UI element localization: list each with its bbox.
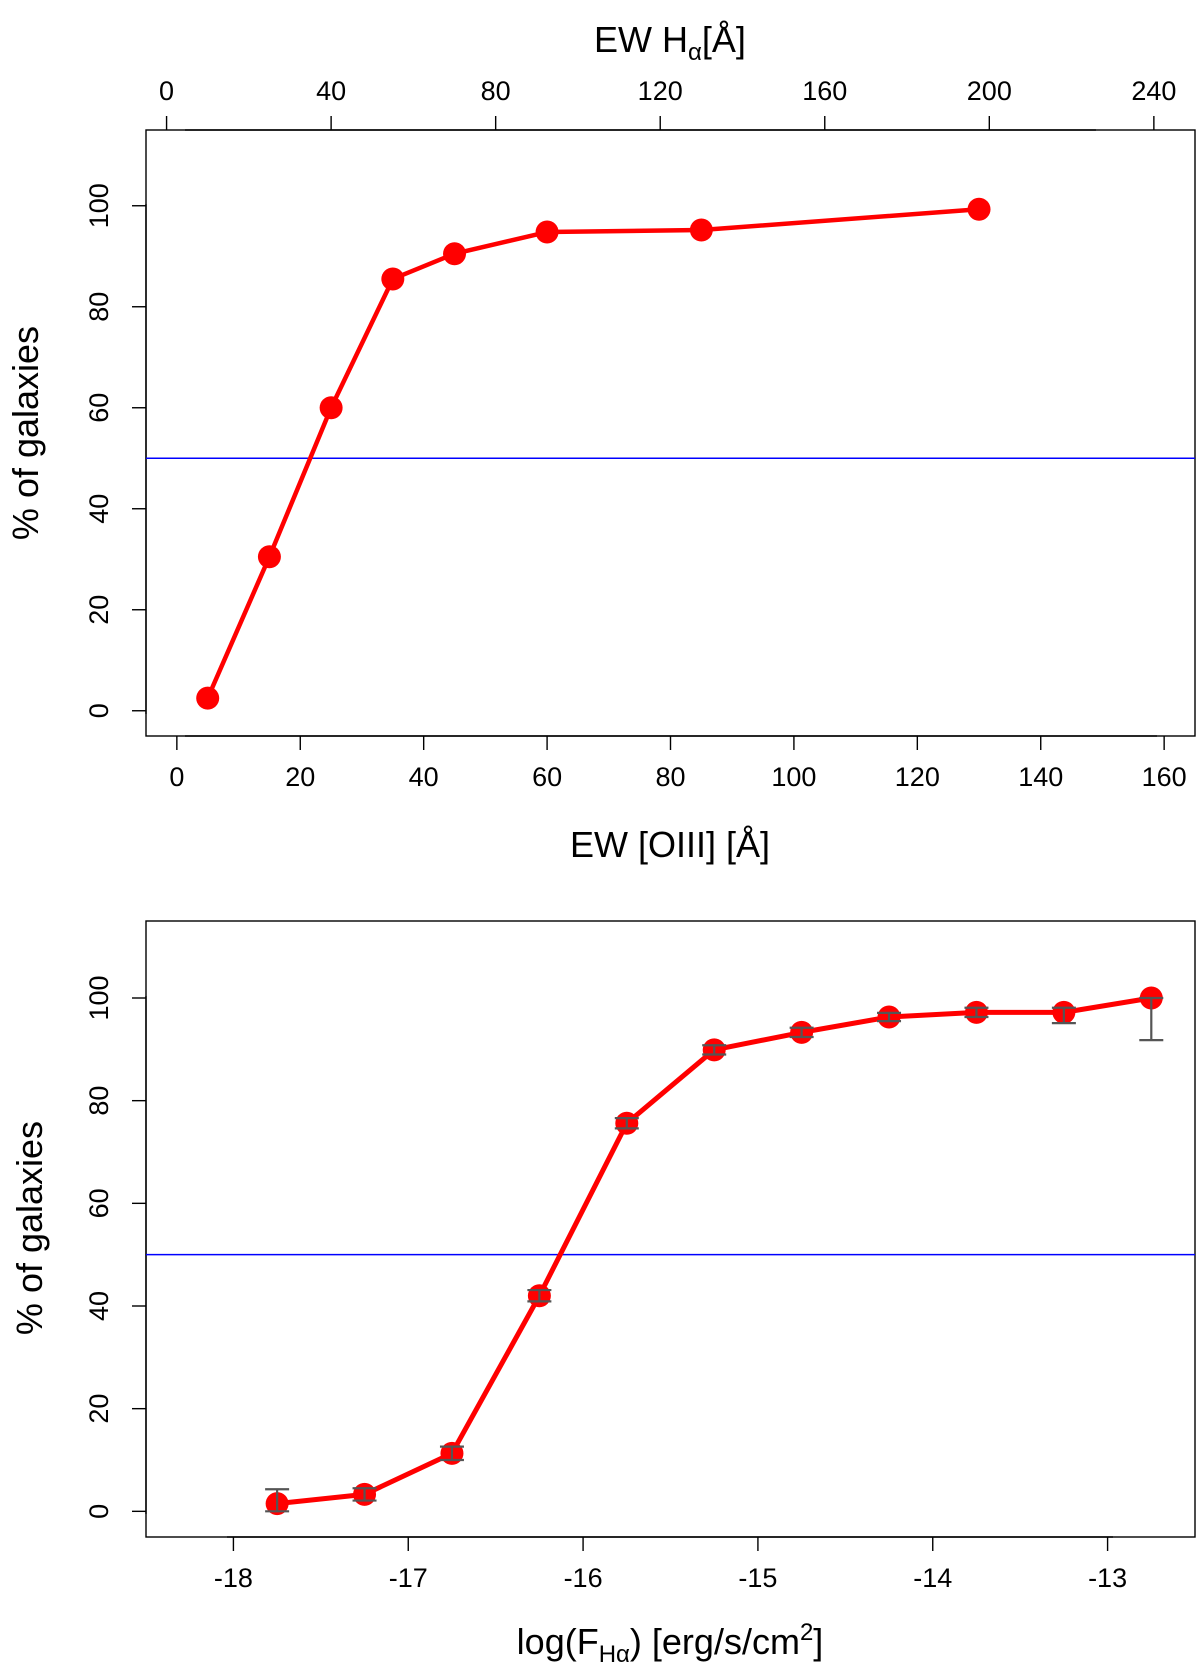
data-point (196, 686, 220, 710)
top-tick-label: 80 (481, 76, 511, 106)
x-tick-label: 40 (409, 762, 439, 792)
top-axis-title-main: EW H (594, 19, 688, 60)
data-point (535, 220, 559, 244)
y-axis-title-bottom: % of galaxies (9, 1121, 50, 1335)
series-points-top (196, 197, 991, 710)
panel-top: 0 20 40 60 80 100 120 140 160 0 20 40 60 80 100 0 40 80… (5, 19, 1196, 865)
x-tick-label: 100 (771, 762, 816, 792)
y-tick-label: 20 (84, 595, 114, 625)
error-bar (352, 1487, 377, 1502)
y-tick-label: 60 (84, 393, 114, 423)
x-tick-label: -16 (564, 1563, 603, 1593)
data-point (381, 267, 405, 291)
y-tick-label: 80 (84, 1086, 114, 1116)
panel-bottom: -18 -17 -16 -15 -14 -13 0 20 40 60 80 100 log(FHα)… (9, 920, 1196, 1663)
error-bar (789, 1026, 814, 1039)
x-tick-label: 60 (532, 762, 562, 792)
top-axis-title-unit: [Å] (702, 19, 746, 60)
error-bar (964, 1006, 989, 1019)
x-tick-label: 0 (169, 762, 184, 792)
top-axis-title: EW Hα[Å] (594, 19, 746, 66)
top-tick-label: 40 (316, 76, 346, 106)
x-tick-label: -13 (1088, 1563, 1127, 1593)
x-tick-label: 140 (1018, 762, 1063, 792)
x-tick-label: -14 (913, 1563, 952, 1593)
x-tick-label: 80 (655, 762, 685, 792)
data-point (967, 197, 991, 221)
data-point (257, 545, 281, 569)
data-point (443, 242, 467, 266)
x-tick-label: -18 (214, 1563, 253, 1593)
data-point (319, 396, 343, 420)
top-tick-label: 120 (638, 76, 683, 106)
data-point (689, 218, 713, 242)
series-points-bottom (265, 986, 1163, 1516)
error-bar (265, 1488, 290, 1513)
x-axis-title-bottom-pre: log(F (517, 1621, 599, 1662)
top-axis-ticks: 0 40 80 120 160 200 240 (159, 76, 1176, 130)
x-tick-label: -15 (738, 1563, 777, 1593)
x-ticks-bottom-panel: -18 -17 -16 -15 -14 -13 (214, 1537, 1127, 1593)
y-tick-label: 60 (84, 1188, 114, 1218)
error-bar (877, 1011, 902, 1023)
top-tick-label: 160 (802, 76, 847, 106)
y-tick-label: 100 (84, 975, 114, 1020)
x-axis-title-bottom: log(FHα) [erg/s/cm2] (517, 1619, 824, 1663)
plot-frame-top (145, 129, 1196, 737)
x-axis-title-bottom-post: ) [erg/s/cm (630, 1621, 800, 1662)
x-tick-label: 160 (1142, 762, 1187, 792)
y-axis-title-top: % of galaxies (5, 326, 46, 540)
y-ticks-top-panel: 0 20 40 60 80 100 (84, 183, 146, 718)
series-line-top (205, 207, 980, 700)
error-bar (439, 1445, 464, 1462)
y-tick-label: 0 (84, 1504, 114, 1519)
x-ticks-top-panel: 0 20 40 60 80 100 120 140 160 (169, 736, 1187, 792)
y-ticks-bottom-panel: 0 20 40 60 80 100 (84, 975, 146, 1519)
top-tick-label: 240 (1131, 76, 1176, 106)
x-tick-label: 120 (895, 762, 940, 792)
series-line-bottom (276, 995, 1152, 1507)
x-axis-title-bottom-end: ] (813, 1621, 823, 1662)
error-bar (527, 1288, 552, 1303)
x-axis-title-top: EW [OIII] [Å] (570, 824, 770, 865)
error-bar (1139, 996, 1164, 1042)
y-tick-label: 40 (84, 1291, 114, 1321)
x-tick-label: 20 (285, 762, 315, 792)
y-tick-label: 80 (84, 292, 114, 322)
x-tick-label: -17 (389, 1563, 428, 1593)
y-tick-label: 20 (84, 1394, 114, 1424)
top-tick-label: 0 (159, 76, 174, 106)
y-tick-label: 0 (84, 703, 114, 718)
error-bars-bottom (265, 996, 1164, 1513)
top-tick-label: 200 (967, 76, 1012, 106)
y-tick-label: 40 (84, 494, 114, 524)
top-axis-title-subscript: α (688, 39, 702, 66)
error-bar (702, 1044, 727, 1056)
error-bar (614, 1117, 639, 1130)
error-bar (1051, 1006, 1076, 1025)
y-tick-label: 100 (84, 183, 114, 228)
x-axis-title-bottom-sub: Hα (599, 1641, 630, 1663)
x-axis-title-bottom-sup: 2 (800, 1619, 813, 1646)
